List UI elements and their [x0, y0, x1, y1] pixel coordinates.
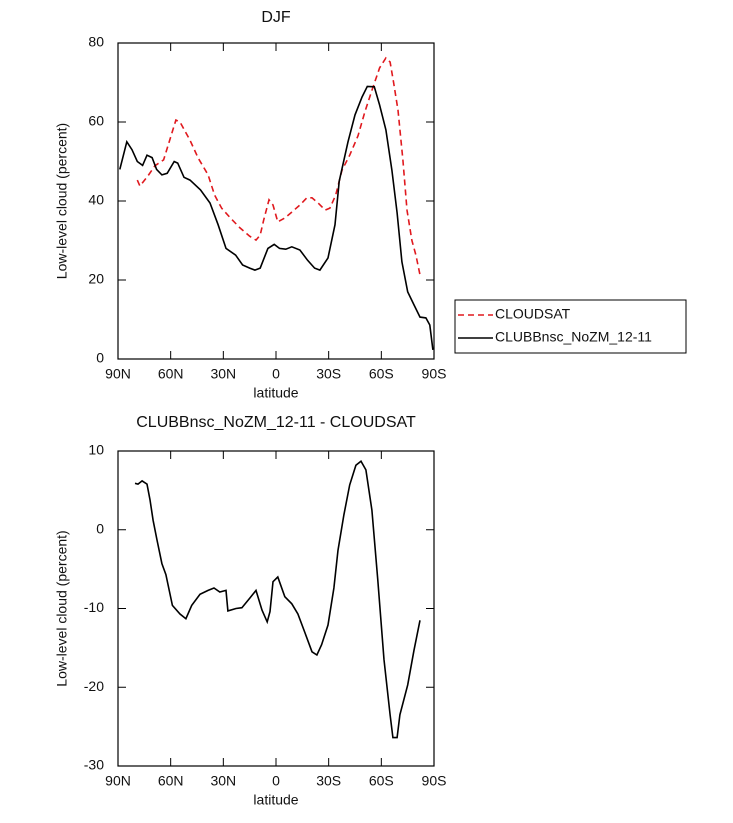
chart-title: CLUBBnsc_NoZM_12-11 - CLOUDSAT — [136, 414, 416, 431]
x-tick-label: 30N — [210, 366, 236, 382]
x-tick-label: 90N — [105, 366, 131, 382]
x-tick-label: 60N — [158, 773, 184, 789]
x-tick-label: 30S — [316, 366, 341, 382]
y-axis-label: Low-level cloud (percent) — [54, 530, 70, 686]
x-tick-label: 90N — [105, 773, 131, 789]
x-tick-label: 0 — [272, 366, 280, 382]
legend-label: CLOUDSAT — [495, 306, 571, 322]
x-tick-label: 60S — [369, 366, 394, 382]
y-tick-label: 10 — [88, 442, 104, 458]
y-tick-label: 0 — [96, 350, 104, 366]
y-tick-label: 20 — [88, 271, 104, 287]
legend-label: CLUBBnsc_NoZM_12-11 — [495, 329, 652, 345]
x-tick-label: 0 — [272, 773, 280, 789]
plot-frame — [117, 42, 435, 360]
legend-box — [454, 299, 687, 354]
x-tick-label: 90S — [422, 773, 447, 789]
data-line — [136, 56, 421, 276]
data-line — [119, 85, 434, 350]
x-tick-label: 30N — [210, 773, 236, 789]
x-axis-label: latitude — [253, 792, 298, 808]
chart-title: DJF — [261, 9, 291, 26]
x-axis-label: latitude — [253, 385, 298, 401]
x-tick-label: 30S — [316, 773, 341, 789]
data-line — [134, 459, 421, 739]
x-tick-label: 90S — [422, 366, 447, 382]
plot-frame — [117, 450, 435, 767]
y-tick-label: -20 — [84, 678, 104, 694]
x-tick-label: 60S — [369, 773, 394, 789]
y-tick-label: 0 — [96, 520, 104, 536]
y-tick-label: -10 — [84, 599, 104, 615]
y-tick-label: 60 — [88, 113, 104, 129]
y-tick-label: 80 — [88, 34, 104, 50]
x-tick-label: 60N — [158, 366, 184, 382]
y-tick-label: -30 — [84, 757, 104, 773]
y-axis-label: Low-level cloud (percent) — [54, 123, 70, 279]
y-tick-label: 40 — [88, 192, 104, 208]
